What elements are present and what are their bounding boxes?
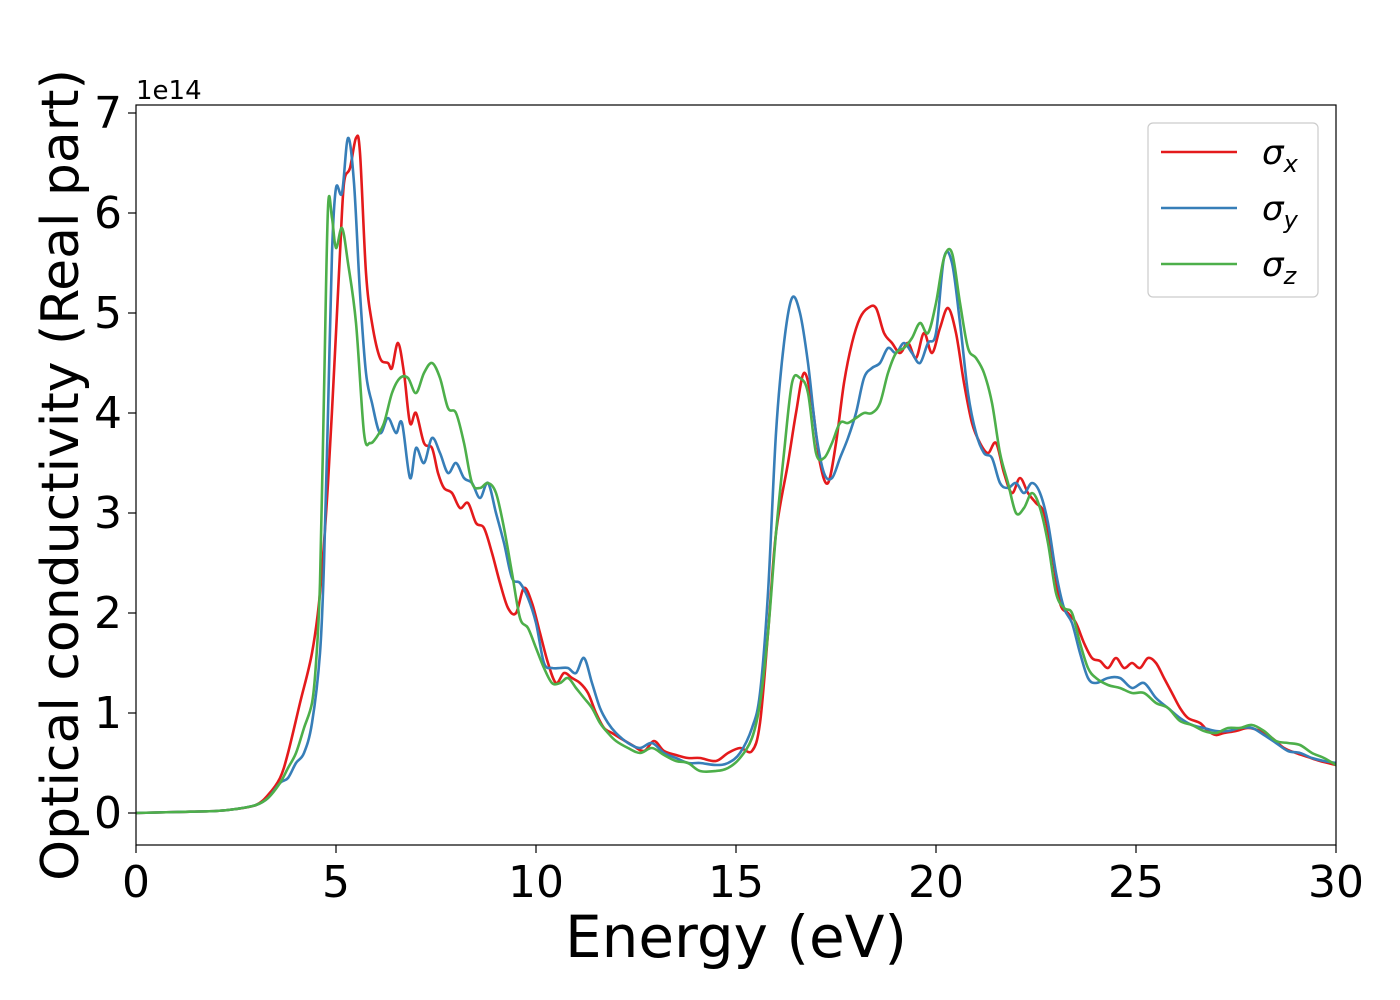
y-tick-label: 6: [94, 188, 122, 239]
plot-area: [136, 105, 1336, 845]
legend-label-x: σx: [1262, 133, 1299, 178]
y-axis-label: Optical conductivity (Real part): [31, 69, 91, 881]
series-line-y: [136, 136, 1336, 815]
y-tick-label: 2: [94, 588, 122, 639]
x-tick-label: 20: [908, 857, 964, 908]
y-tick-label: 1: [94, 688, 122, 739]
y-tick-label: 4: [94, 388, 122, 439]
y-tick-label: 0: [94, 788, 122, 839]
x-axis-label: Energy (eV): [565, 903, 907, 971]
y-offset-label: 1e14: [136, 76, 202, 106]
legend-box: [1147, 122, 1319, 298]
legend-label-z: σz: [1262, 245, 1298, 290]
y-tick-label: 5: [94, 288, 122, 339]
y-tick-label: 7: [94, 88, 122, 139]
x-tick-label: 10: [508, 857, 564, 908]
x-tick-label: 25: [1108, 857, 1164, 908]
legend-label-y: σy: [1262, 189, 1299, 234]
x-tick-label: 5: [322, 857, 350, 908]
y-tick-label: 3: [94, 488, 122, 539]
x-tick-label: 0: [122, 857, 150, 908]
series-line-z: [136, 194, 1336, 815]
legend: σx σy σz: [1147, 122, 1319, 298]
x-tick-label: 30: [1308, 857, 1364, 908]
x-tick-label: 15: [708, 857, 764, 908]
